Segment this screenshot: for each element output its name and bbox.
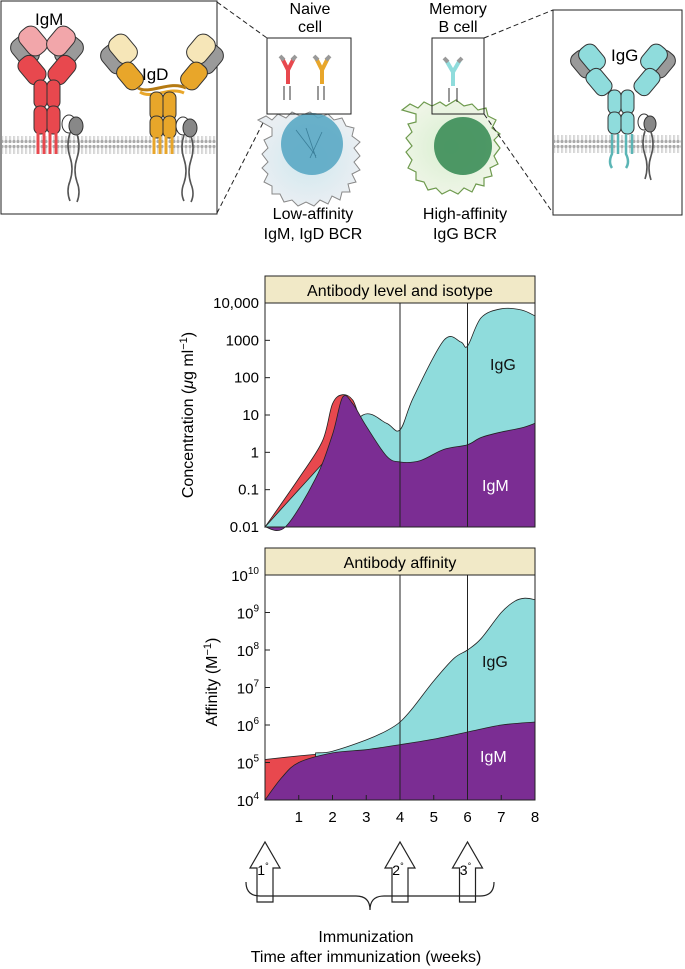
igd-label: IgD [142,65,168,84]
chart-title: Antibody level and isotype [307,283,493,300]
memory-nucleus [434,117,492,175]
immunization-number: 1° [257,861,269,878]
memory-caption-line2: IgG BCR [433,226,497,243]
immunization-label: Immunization [318,929,413,946]
x-tick-label: 6 [463,809,471,826]
igm-label: IgM [35,10,63,29]
y-axis-label: Affinity (M−1) [202,638,221,727]
immunization-number: 2° [392,861,404,878]
y-axis-label: Concentration (μg ml−1) [178,332,197,498]
x-tick-label: 5 [430,809,438,826]
antibody-affinity-chart: Antibody affinity 104 105 106 107 108 109 1010… [202,547,539,826]
memory-bcr-zoom-panel: IgG [552,9,683,216]
chart-title-box [264,547,536,576]
zoom-connector [483,113,554,214]
naive-zoom-box [266,37,352,115]
memory-caption-line1: High-affinity [423,206,507,223]
y-tick-label: 1 [251,444,259,461]
x-axis-label: Time after immunization (weeks) [251,949,482,966]
brace [245,881,495,911]
y-tick-label: 0.1 [238,482,259,499]
naive-mini-receptors-icon [278,54,332,100]
igg-label: IgG [611,46,638,65]
y-tick-label: 107 [237,679,260,698]
series-label-igm: IgM [480,749,507,766]
memory-mini-receptors-icon [442,56,464,102]
y-tick-label: 104 [237,791,260,810]
series-label-igg: IgG [482,654,508,671]
memory-cell [400,99,501,195]
x-tick-label: 3 [362,809,370,826]
immunization-arrows: 1° 2° 3° [248,840,484,903]
memory-title-line2: B cell [438,19,477,36]
x-tick-label: 4 [396,809,404,826]
zoom-connector [216,1,268,39]
x-tick-label: 8 [531,809,539,826]
naive-nucleus [281,113,343,175]
y-tick-label: 106 [237,716,260,735]
naive-bcr-zoom-panel: IgM IgD [0,0,224,215]
memory-zoom-box [431,37,485,115]
naive-title-line1: Naive [290,1,331,18]
antibody-level-chart: Antibody level and isotype 0.01 0.1 1 10 100… [178,275,536,536]
zoom-connector [216,114,268,214]
y-tick-label: 10 [242,407,259,424]
naive-cell [256,111,361,207]
y-tick-label: 105 [237,754,260,773]
y-tick-label: 108 [237,641,260,660]
chart-title: Antibody affinity [344,555,457,572]
x-tick-label: 7 [497,809,505,826]
y-tick-label: 1000 [226,332,259,349]
y-tick-label: 10,000 [213,295,259,312]
y-tick-label: 0.01 [230,519,259,536]
membrane [2,136,216,154]
naive-caption-line2: IgM, IgD BCR [264,226,363,243]
immunization-number: 3° [460,861,472,878]
igd-receptor-icon [100,33,224,203]
igm-receptor-icon [10,25,84,203]
memory-title-line1: Memory [429,1,487,18]
y-tick-label: 100 [234,370,259,387]
naive-caption-line1: Low-affinity [273,206,354,223]
x-tick-label: 1 [295,809,303,826]
y-tick-label: 1010 [231,566,259,585]
x-tick-label: 2 [328,809,336,826]
naive-title-line2: cell [298,19,322,36]
y-tick-label: 109 [237,604,260,623]
zoom-connector [483,9,554,39]
igg-receptor-icon [570,43,676,181]
series-label-igg: IgG [490,357,516,374]
series-label-igm: IgM [482,478,509,495]
chart-title-box [264,275,536,304]
